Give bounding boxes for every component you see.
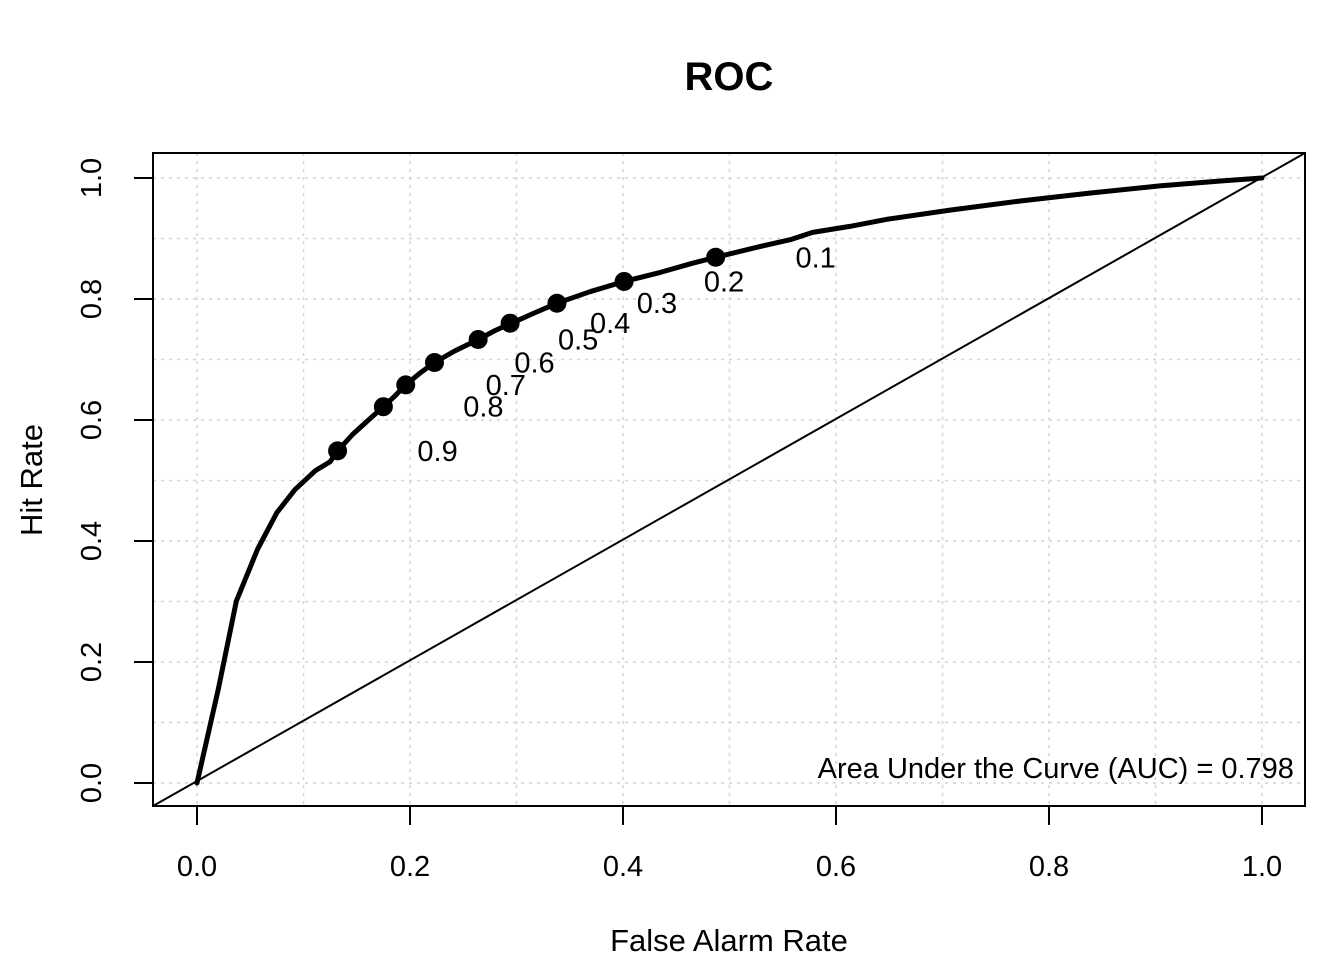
- threshold-label: 0.1: [795, 242, 835, 274]
- threshold-label: 0.8: [463, 392, 503, 424]
- threshold-point: [396, 375, 416, 395]
- x-tick-label: 0.4: [603, 851, 643, 883]
- x-axis-title: False Alarm Rate: [610, 923, 848, 958]
- threshold-label: 0.5: [558, 325, 598, 357]
- axis-tick-layer: 0.0 0.2 0.4 0.6 0.8 1.0 0.0 0.2 0.4 0.6 0.8 1.0: [76, 158, 1282, 883]
- threshold-label-layer: 0.1 0.2 0.30.40.50.60.70.80.9: [417, 242, 835, 468]
- threshold-point: [328, 441, 348, 461]
- x-tick-label: 0.8: [1029, 851, 1069, 883]
- threshold-label: 0.6: [514, 348, 554, 380]
- y-axis-title: Hit Rate: [14, 424, 49, 536]
- y-tick-label: 0.0: [76, 763, 108, 803]
- threshold-point: [500, 313, 520, 333]
- chance-diagonal-line: [152, 152, 1306, 807]
- threshold-point: [424, 353, 444, 373]
- y-tick-label: 0.4: [76, 521, 108, 561]
- threshold-label: 0.4: [590, 308, 630, 340]
- x-tick-label: 0.0: [177, 851, 217, 883]
- threshold-label: 0.3: [637, 288, 677, 320]
- threshold-point: [468, 330, 488, 350]
- y-tick-label: 1.0: [76, 158, 108, 198]
- threshold-point: [373, 397, 393, 417]
- plot-border: [152, 152, 1306, 807]
- grid-layer: [153, 153, 1305, 806]
- auc-annotation: Area Under the Curve (AUC) = 0.798: [818, 753, 1294, 785]
- y-tick-label: 0.8: [76, 279, 108, 319]
- threshold-point: [614, 271, 634, 291]
- y-tick-label: 0.2: [76, 642, 108, 682]
- threshold-point: [547, 293, 567, 313]
- threshold-label: 0.9: [417, 436, 457, 468]
- threshold-point: [706, 247, 726, 267]
- x-tick-label: 1.0: [1242, 851, 1282, 883]
- y-tick-label: 0.6: [76, 400, 108, 440]
- threshold-label: 0.7: [486, 370, 526, 402]
- x-tick-label: 0.6: [816, 851, 856, 883]
- threshold-point-layer: [328, 247, 726, 461]
- chart-title: ROC: [685, 55, 774, 99]
- x-tick-label: 0.2: [390, 851, 430, 883]
- threshold-label: 0.2: [704, 266, 744, 298]
